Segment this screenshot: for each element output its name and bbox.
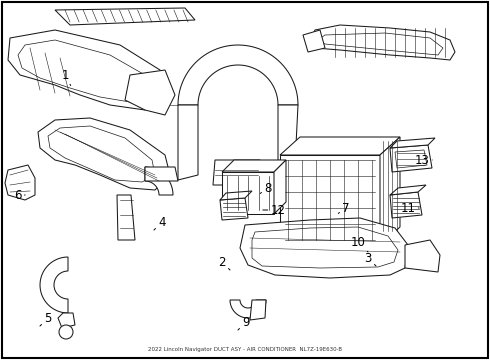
Polygon shape (285, 245, 375, 263)
Polygon shape (303, 30, 325, 52)
Polygon shape (318, 33, 443, 55)
Polygon shape (278, 105, 298, 165)
Polygon shape (220, 198, 248, 220)
Polygon shape (220, 191, 252, 200)
Polygon shape (5, 165, 35, 200)
Polygon shape (38, 118, 170, 190)
Polygon shape (230, 300, 266, 318)
Text: 13: 13 (415, 153, 432, 166)
Polygon shape (125, 70, 175, 115)
Text: 1: 1 (61, 68, 71, 86)
Polygon shape (8, 30, 165, 110)
Polygon shape (178, 105, 198, 180)
Polygon shape (310, 25, 455, 60)
Polygon shape (390, 138, 435, 148)
Polygon shape (40, 257, 68, 313)
Polygon shape (280, 137, 400, 155)
Polygon shape (280, 155, 380, 245)
Circle shape (59, 325, 73, 339)
Polygon shape (48, 126, 155, 182)
Text: 4: 4 (154, 216, 166, 230)
Text: 7: 7 (338, 202, 350, 215)
Text: 8: 8 (260, 181, 271, 194)
Polygon shape (145, 167, 178, 181)
Polygon shape (390, 185, 426, 195)
Polygon shape (240, 218, 408, 278)
Text: 2: 2 (218, 256, 230, 270)
Polygon shape (380, 137, 400, 245)
Text: 12: 12 (263, 203, 286, 216)
Polygon shape (222, 160, 286, 172)
Polygon shape (390, 192, 422, 218)
Polygon shape (55, 8, 195, 25)
Text: 2022 Lincoln Navigator DUCT ASY - AIR CONDITIONER  NL7Z-19E630-B: 2022 Lincoln Navigator DUCT ASY - AIR CO… (148, 347, 342, 352)
Polygon shape (213, 160, 260, 185)
Polygon shape (405, 240, 440, 272)
Text: 11: 11 (400, 202, 419, 215)
Polygon shape (178, 45, 298, 105)
Polygon shape (252, 227, 398, 268)
Polygon shape (222, 172, 274, 214)
Polygon shape (274, 160, 286, 214)
Polygon shape (18, 40, 148, 102)
Text: 3: 3 (364, 252, 376, 266)
Text: 5: 5 (40, 311, 51, 326)
Text: 9: 9 (238, 315, 250, 330)
Text: 10: 10 (350, 235, 368, 252)
Polygon shape (145, 167, 173, 195)
Text: 6: 6 (14, 189, 25, 202)
Polygon shape (395, 150, 427, 168)
Polygon shape (117, 195, 135, 240)
Polygon shape (250, 300, 266, 320)
Polygon shape (390, 145, 432, 172)
Polygon shape (58, 313, 75, 328)
